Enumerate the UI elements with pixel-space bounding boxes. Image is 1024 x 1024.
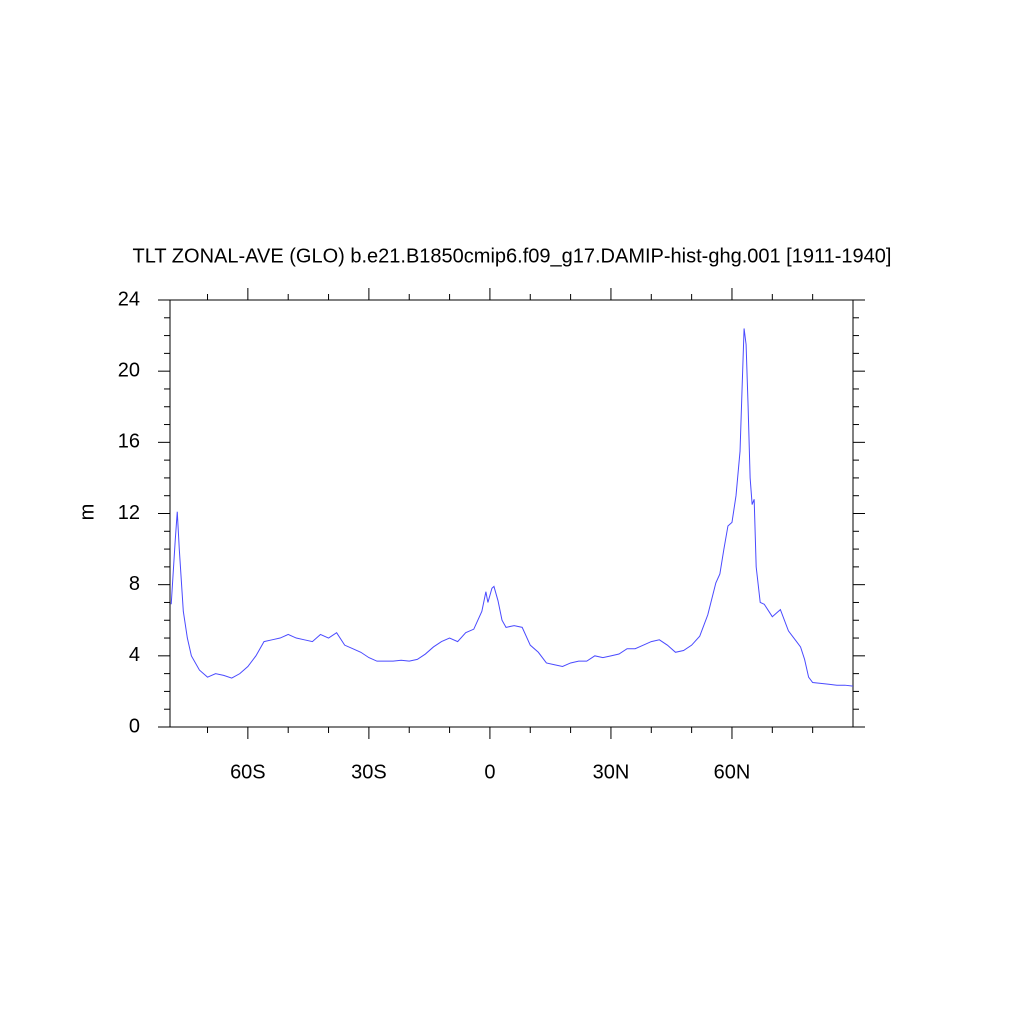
x-tick-label: 30S [351, 761, 387, 783]
y-tick-label: 8 [129, 573, 140, 595]
x-tick-label: 30N [593, 761, 630, 783]
x-tick-label: 60S [230, 761, 266, 783]
y-tick-label: 12 [118, 502, 140, 524]
y-tick-label: 24 [118, 288, 140, 310]
y-tick-label: 16 [118, 431, 140, 453]
plot-frame [169, 299, 854, 728]
y-axis-label: m [76, 504, 98, 521]
chart-title: TLT ZONAL-AVE (GLO) b.e21.B1850cmip6.f09… [133, 245, 892, 267]
y-tick-label: 20 [118, 359, 140, 381]
x-tick-label: 0 [484, 761, 495, 783]
x-tick-label: 60N [714, 761, 751, 783]
y-tick-label: 4 [129, 644, 140, 666]
y-tick-label: 0 [129, 715, 140, 737]
data-line [170, 328, 854, 687]
